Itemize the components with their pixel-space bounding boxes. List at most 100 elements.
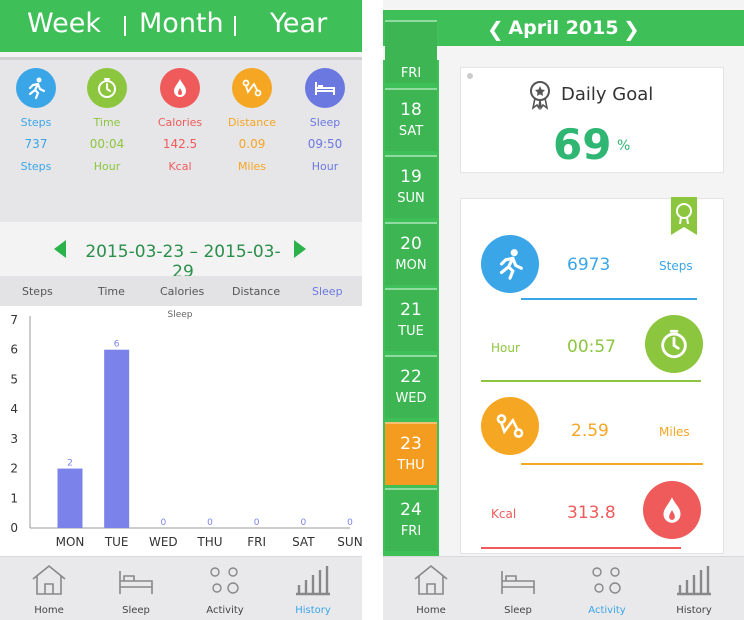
day-number: 20 [400, 234, 422, 254]
chart-title: Sleep [167, 310, 192, 320]
day-weekday: TUE [398, 324, 424, 339]
goal-value: 69 [553, 120, 612, 169]
calories-underline [481, 547, 681, 549]
bottom-nav: Home Sleep Activity History [0, 556, 362, 620]
bar-tue [104, 349, 130, 528]
day-item[interactable]: 21 TUE [385, 288, 437, 351]
stat-value: 0.09 [238, 137, 266, 151]
day-weekday: SAT [398, 124, 424, 139]
y-tick-label: 0 [10, 521, 18, 535]
bar-data-label: 0 [300, 518, 306, 528]
route-icon [481, 397, 539, 455]
nav-label: History [295, 605, 331, 616]
prev-week-arrow-icon[interactable] [54, 240, 66, 258]
month-header: ❮ April 2015 ❯ [383, 10, 744, 46]
nav-label: Home [416, 605, 446, 616]
nav-label: Sleep [122, 605, 150, 616]
nav-label: History [676, 605, 712, 616]
tab-year[interactable]: Year [270, 8, 328, 39]
tab-divider [234, 16, 236, 36]
distance-value: 2.59 [571, 421, 609, 441]
daily-screen: ❮ April 2015 ❯ FRI 18 SAT 19 SUN 20 MON 21 T… [383, 0, 744, 620]
stat-unit: Hour [93, 160, 121, 173]
distance-unit: Miles [659, 425, 690, 439]
y-tick-label: 6 [10, 343, 18, 357]
flame-icon [643, 481, 701, 539]
nav-sleep[interactable]: Sleep [101, 563, 171, 616]
nav-label: Activity [206, 605, 244, 616]
day-item[interactable]: 22 WED [385, 355, 437, 418]
home-icon [32, 564, 66, 595]
bottom-nav: Home Sleep Activity History [383, 556, 744, 620]
calories-label: Kcal [491, 507, 517, 521]
stat-label: Calories [157, 116, 203, 129]
bar-data-label: 0 [347, 518, 353, 528]
stat-label: Sleep [309, 116, 341, 129]
bar-data-label: 0 [254, 518, 260, 528]
nav-history[interactable]: History [659, 563, 729, 616]
metric-tab-sleep[interactable]: Sleep [312, 285, 343, 298]
nav-home[interactable]: Home [396, 563, 466, 616]
time-row: Hour 00:57 [461, 309, 725, 389]
next-month-chevron-icon[interactable]: ❯ [623, 17, 640, 41]
stat-steps: Steps 737 Steps [6, 68, 66, 173]
day-item[interactable]: 20 MON [385, 222, 437, 285]
dot-icon [467, 73, 473, 79]
period-tabbar: Week Month Year [0, 0, 362, 52]
stat-unit: Miles [237, 160, 267, 173]
steps-unit: Steps [659, 259, 693, 273]
nav-sleep[interactable]: Sleep [483, 563, 553, 616]
x-tick-label: WED [149, 535, 178, 549]
bar-data-label: 0 [207, 518, 213, 528]
stat-unit: Steps [20, 160, 52, 173]
time-value: 00:57 [567, 337, 616, 357]
day-item[interactable]: 24 FRI [385, 488, 437, 551]
y-tick-label: 5 [10, 372, 18, 386]
day-item[interactable]: 19 SUN [385, 155, 437, 218]
history-icon [296, 566, 330, 596]
y-tick-label: 3 [10, 432, 18, 446]
day-item[interactable]: 18 SAT [385, 88, 437, 151]
metric-tab-distance[interactable]: Distance [232, 285, 281, 298]
y-tick-label: 2 [10, 462, 18, 476]
day-number: 19 [400, 167, 422, 187]
distance-underline [521, 463, 703, 465]
nav-label: Activity [588, 605, 626, 616]
day-weekday: SUN [397, 191, 425, 206]
nav-label: Sleep [504, 605, 532, 616]
day-weekday: WED [395, 391, 427, 406]
tab-month[interactable]: Month [139, 8, 224, 39]
steps-underline [521, 298, 697, 300]
day-weekday: FRI [400, 66, 422, 81]
distance-row: 2.59 Miles [461, 391, 725, 471]
next-week-arrow-icon[interactable] [294, 240, 306, 258]
nav-home[interactable]: Home [14, 563, 84, 616]
tab-week[interactable]: Week [27, 8, 101, 39]
steps-row: 6973 Steps [461, 227, 725, 307]
x-tick-label: MON [56, 535, 85, 549]
day-item-selected[interactable]: 23 THU [385, 422, 437, 485]
prev-month-chevron-icon[interactable]: ❮ [487, 17, 504, 41]
summary-stats: Steps 737 Steps Time 00:04 Hour Calories… [0, 57, 362, 222]
nav-activity[interactable]: Activity [572, 563, 642, 616]
stat-unit: Hour [311, 160, 339, 173]
bar-mon [57, 468, 83, 528]
y-tick-label: 1 [10, 491, 18, 505]
day-number: 21 [400, 300, 422, 320]
nav-activity[interactable]: Activity [190, 563, 260, 616]
metric-tab-calories[interactable]: Calories [160, 285, 205, 298]
bed-icon [501, 571, 535, 594]
day-number: 22 [400, 367, 422, 387]
daily-goal-card: Daily Goal 69 % [460, 67, 724, 173]
stat-label: Steps [20, 116, 52, 129]
nav-history[interactable]: History [278, 563, 348, 616]
day-item-partial[interactable]: FRI [385, 20, 437, 83]
calories-value: 313.8 [567, 503, 616, 523]
metric-tab-time[interactable]: Time [98, 285, 125, 298]
stopwatch-icon [87, 68, 127, 108]
metric-tab-steps[interactable]: Steps [22, 285, 53, 298]
day-number: 18 [400, 100, 422, 120]
stat-calories: Calories 142.5 Kcal [150, 68, 210, 173]
stat-value: 142.5 [162, 137, 198, 151]
stat-label: Distance [227, 116, 277, 129]
